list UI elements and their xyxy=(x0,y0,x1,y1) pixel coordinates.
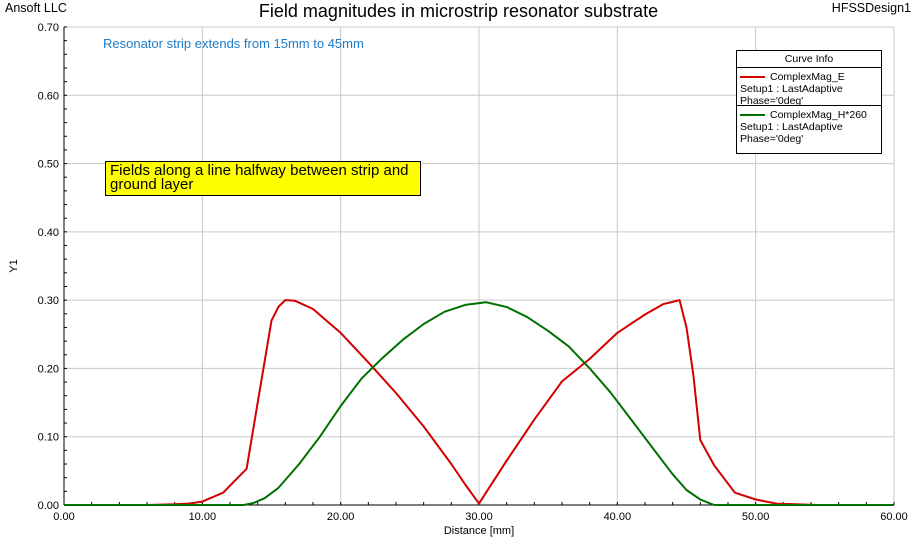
strip-extent-note: Resonator strip extends from 15mm to 45m… xyxy=(103,36,364,51)
legend-entry-name: ComplexMag_H*260 xyxy=(770,108,867,121)
company-label: Ansoft LLC xyxy=(5,1,67,15)
x-tick-label: 30.00 xyxy=(465,511,493,523)
x-tick-label: 20.00 xyxy=(327,511,355,523)
x-tick-label: 10.00 xyxy=(189,511,217,523)
y-tick-label: 0.50 xyxy=(38,159,59,171)
legend-entry-h[interactable]: ComplexMag_H*260 Setup1 : LastAdaptive P… xyxy=(737,106,881,145)
design-name-label: HFSSDesign1 xyxy=(831,1,911,15)
legend-swatch-h xyxy=(740,113,765,116)
y-tick-label: 0.30 xyxy=(38,295,59,307)
x-tick-label: 0.00 xyxy=(53,511,74,523)
legend-entry-phase: Phase='0deg' xyxy=(740,95,804,107)
x-axis-label: Distance [mm] xyxy=(444,525,514,537)
legend-swatch-e xyxy=(740,75,765,78)
legend-entry-e[interactable]: ComplexMag_E Setup1 : LastAdaptive Phase… xyxy=(737,68,881,107)
y-tick-label: 0.60 xyxy=(38,90,59,102)
y-axis-label: Y1 xyxy=(8,259,20,272)
x-tick-label: 60.00 xyxy=(880,511,908,523)
y-tick-label: 0.40 xyxy=(38,227,59,239)
x-tick-label: 40.00 xyxy=(604,511,632,523)
y-tick-label: 0.20 xyxy=(38,363,59,375)
y-tick-label: 0.10 xyxy=(38,432,59,444)
legend-entry-name: ComplexMag_E xyxy=(770,70,845,83)
legend-title: Curve Info xyxy=(737,51,881,68)
legend-entry-setup: Setup1 : LastAdaptive xyxy=(740,83,843,95)
legend-entry-phase: Phase='0deg' xyxy=(740,133,804,145)
x-tick-label: 50.00 xyxy=(742,511,770,523)
y-tick-label: 0.70 xyxy=(38,22,59,34)
legend-entry-setup: Setup1 : LastAdaptive xyxy=(740,121,843,133)
series-line-complexmag-e[interactable] xyxy=(146,299,818,506)
y-tick-label: 0.00 xyxy=(38,500,59,512)
series-line-complexmag-h[interactable] xyxy=(64,301,894,506)
curve-info-legend[interactable]: Curve Info ComplexMag_E Setup1 : LastAda… xyxy=(736,50,882,154)
fields-note-box[interactable]: Fields along a line halfway between stri… xyxy=(105,161,421,196)
chart-title: Field magnitudes in microstrip resonator… xyxy=(258,1,659,21)
